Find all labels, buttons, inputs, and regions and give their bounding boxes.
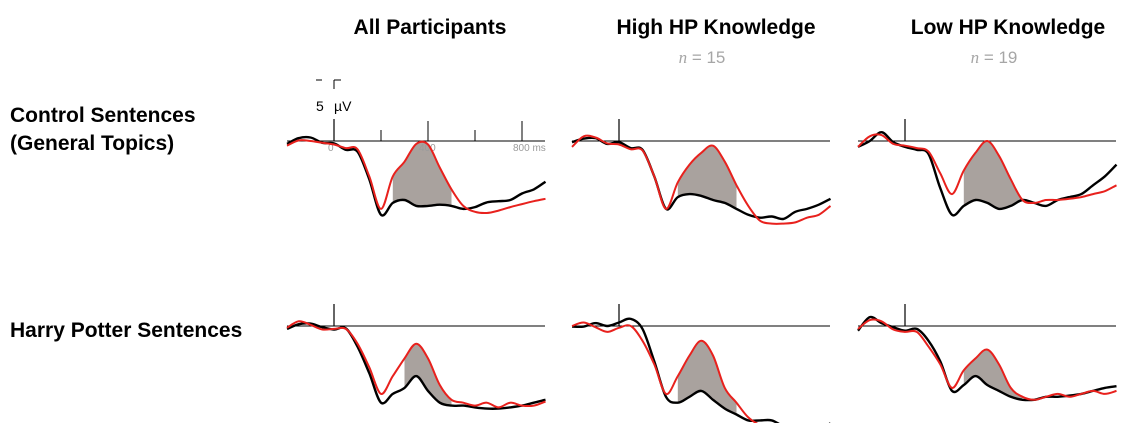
amplitude-scale-unit: µV — [334, 98, 352, 114]
difference-shading — [677, 145, 737, 209]
black-waveform — [571, 317, 831, 423]
n-label-high: n = 15 — [678, 48, 726, 67]
erp-panel — [857, 304, 1117, 402]
row-label-harry-potter-line1: Harry Potter Sentences — [10, 319, 243, 342]
x-tick-label: 0 — [328, 143, 334, 154]
x-tick-label: 400 — [419, 143, 436, 154]
erp-panel — [571, 304, 831, 423]
x-tick-label: 800 ms — [513, 143, 546, 154]
red-waveform — [857, 318, 1117, 401]
row-label-harry-potter: Harry Potter Sentences — [10, 317, 242, 345]
amplitude-scale-bar: 5 µV — [316, 79, 352, 114]
difference-shading — [404, 343, 452, 406]
n-value-low: 19 — [998, 48, 1018, 67]
row-label-control-line1: Control Sentences — [10, 104, 196, 127]
red-waveform — [286, 320, 546, 409]
erp-panel: 0 400 800 ms — [286, 119, 547, 217]
column-title-high-hp-knowledge: High HP Knowledge — [616, 16, 816, 39]
red-waveform — [571, 321, 759, 423]
black-waveform — [571, 136, 832, 221]
red-waveform — [286, 139, 546, 215]
difference-shading — [677, 340, 737, 415]
n-label-low: n = 19 — [970, 48, 1018, 67]
row-label-control-line2: (General Topics) — [10, 132, 175, 155]
erp-panel — [571, 119, 832, 225]
row-label-control: Control Sentences (General Topics) — [10, 102, 196, 158]
column-title-low-hp-knowledge: Low HP Knowledge — [910, 16, 1106, 39]
erp-panels: 0 400 800 ms — [286, 119, 1118, 423]
n-value-high: 15 — [706, 48, 726, 67]
n-symbol: n — [678, 48, 688, 67]
black-waveform — [857, 315, 1117, 402]
difference-shading — [963, 349, 1023, 400]
erp-panel — [857, 119, 1118, 217]
difference-shading — [963, 140, 1023, 209]
column-title-all-participants: All Participants — [353, 16, 507, 39]
amplitude-scale-value: 5 — [316, 98, 324, 114]
erp-panel — [286, 304, 546, 410]
red-waveform — [571, 134, 832, 225]
red-waveform — [857, 133, 1117, 205]
n-symbol: n — [970, 48, 980, 67]
